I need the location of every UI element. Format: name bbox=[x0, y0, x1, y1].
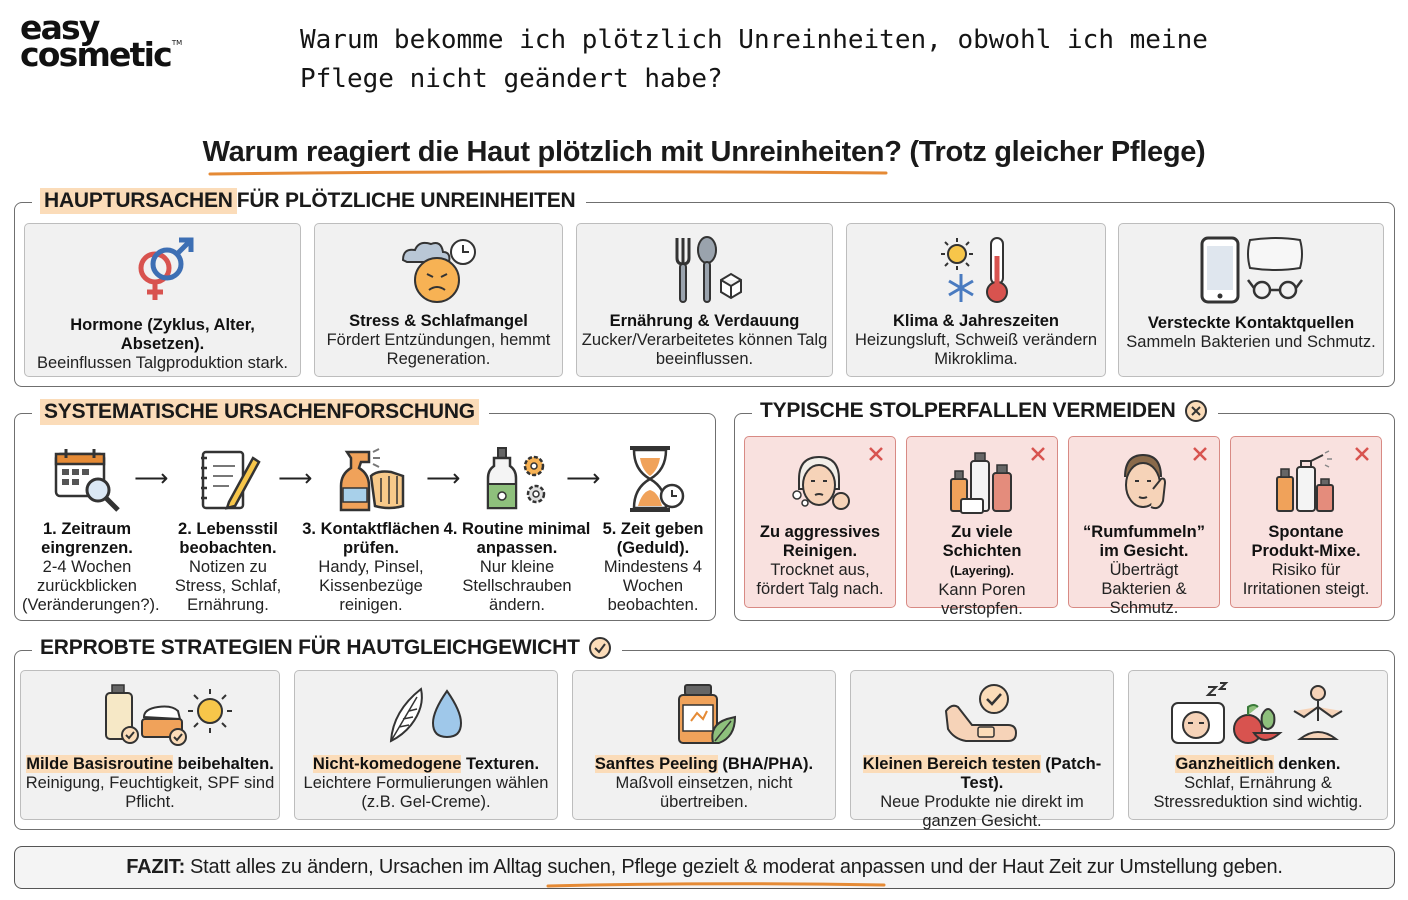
research-arrow-4: ⟶ bbox=[566, 465, 601, 492]
red-x-icon bbox=[1193, 447, 1207, 461]
strategies-panel-label: ERPROBTE STRATEGIEN FÜR HAUTGLEICHGEWICH… bbox=[32, 636, 622, 660]
conclusion-bar: FAZIT: Statt alles zu ändern, Ursachen i… bbox=[14, 846, 1395, 889]
strategy-card-non-comedogenic: Nicht-komedogene Texturen. Leichtere Form… bbox=[294, 670, 558, 820]
cause-card-nutrition: Ernährung & Verdauung Zucker/Verarbeitete… bbox=[576, 223, 833, 377]
cause-card-stress: Stress & Schlafmangel Fördert Entzündunge… bbox=[314, 223, 563, 377]
research-arrow-3: ⟶ bbox=[426, 465, 461, 492]
sun-snowflake-thermometer-icon bbox=[847, 234, 1105, 306]
research-step-2: 2. Lebensstil beobachten. Notizen zu Stre… bbox=[168, 444, 288, 615]
arm-patch-test-icon bbox=[851, 681, 1113, 747]
red-x-icon bbox=[1031, 447, 1045, 461]
conclusion-text: Statt alles zu ändern, Ursachen im Allta… bbox=[190, 856, 1283, 878]
hourglass-clock-icon bbox=[598, 444, 708, 520]
logo-line-1: easy bbox=[20, 8, 100, 47]
pitfall-card-aggressive-cleansing: Zu aggressives Reinigen. Trocknet aus, fö… bbox=[744, 436, 896, 608]
calendar-magnifier-icon bbox=[22, 444, 152, 520]
jar-leaf-icon bbox=[573, 681, 835, 747]
sleep-fruit-yoga-icon bbox=[1129, 681, 1387, 747]
circle-x-icon bbox=[1184, 400, 1207, 422]
face-scrubbing-icon bbox=[745, 449, 895, 519]
cause-card-hormones: Hormone (Zyklus, Alter, Absetzen). Beeinf… bbox=[24, 223, 301, 377]
red-x-icon bbox=[1355, 447, 1369, 461]
bottle-cream-sun-icon bbox=[21, 681, 279, 747]
pitfall-card-face-touching: “Rumfummeln” im Gesicht. Überträgt Bakter… bbox=[1068, 436, 1220, 617]
notepad-pencil-icon bbox=[168, 444, 288, 520]
research-step-3: 3. Kontaktflächen prüfen. Handy, Pinsel, … bbox=[300, 444, 442, 615]
cause-card-climate: Klima & Jahreszeiten Heizungsluft, Schwei… bbox=[846, 223, 1106, 377]
pitfalls-panel-label: TYPISCHE STOLPERFALLEN VERMEIDEN bbox=[752, 399, 1218, 423]
research-step-1: 1. Zeitraum eingrenzen. 2-4 Wochen zurück… bbox=[22, 444, 160, 615]
phone-pillow-glasses-icon bbox=[1119, 234, 1383, 306]
strategy-card-holistic: Ganzheitlich denken. Schlaf, Ernährung & … bbox=[1128, 670, 1388, 820]
research-panel bbox=[14, 413, 716, 621]
fork-spoon-sugar-icon bbox=[577, 234, 832, 306]
face-touching-icon bbox=[1069, 449, 1219, 519]
strategy-card-gentle-peeling: Sanftes Peeling (BHA/PHA). Maßvoll einset… bbox=[572, 670, 836, 820]
causes-panel-label: HAUPTURSACHEN FÜR PLÖTZLICHE UNREINHEITE… bbox=[32, 188, 586, 214]
product-mix-icon bbox=[1231, 449, 1381, 519]
page-title: Warum bekomme ich plötzlich Unreinheiten… bbox=[300, 25, 1208, 94]
research-step-5: 5. Zeit geben (Geduld). Mindestens 4 Woch… bbox=[598, 444, 708, 615]
red-x-icon bbox=[869, 447, 883, 461]
cause-card-contact: Versteckte Kontaktquellen Sammeln Bakteri… bbox=[1118, 223, 1384, 377]
logo-line-2: cosmeticTM bbox=[20, 35, 183, 75]
conclusion-label: FAZIT: bbox=[126, 856, 186, 878]
research-arrow-1: ⟶ bbox=[134, 465, 169, 492]
research-arrow-2: ⟶ bbox=[278, 465, 313, 492]
strategy-card-mild-routine: Milde Basisroutine beibehalten. Reinigung… bbox=[20, 670, 280, 820]
infographic-subtitle: Warum reagiert die Haut plötzlich mit Un… bbox=[202, 136, 1206, 168]
dropper-gears-icon bbox=[434, 444, 600, 520]
feather-drop-icon bbox=[295, 681, 557, 747]
pitfall-card-product-mix: Spontane Produkt-Mixe. Risiko für Irritat… bbox=[1230, 436, 1382, 608]
research-step-4: 4. Routine minimal anpassen. Nur kleine S… bbox=[434, 444, 600, 615]
pitfall-card-too-many-layers: Zu viele Schichten (Layering). Kann Poren… bbox=[906, 436, 1058, 618]
easycosmetic-logo: easy cosmeticTM bbox=[20, 8, 183, 75]
spray-cloth-icon bbox=[300, 444, 442, 520]
strategy-card-patch-test: Kleinen Bereich testen (Patch-Test). Neue… bbox=[850, 670, 1114, 830]
circle-check-icon bbox=[588, 637, 611, 659]
subtitle-underline bbox=[208, 170, 888, 176]
stressed-face-clock-icon bbox=[315, 234, 562, 306]
conclusion-underline bbox=[546, 882, 886, 888]
many-bottles-icon bbox=[907, 449, 1057, 519]
research-panel-label: SYSTEMATISCHE URSACHENFORSCHUNG bbox=[32, 399, 489, 425]
gender-symbols-icon bbox=[25, 234, 300, 306]
